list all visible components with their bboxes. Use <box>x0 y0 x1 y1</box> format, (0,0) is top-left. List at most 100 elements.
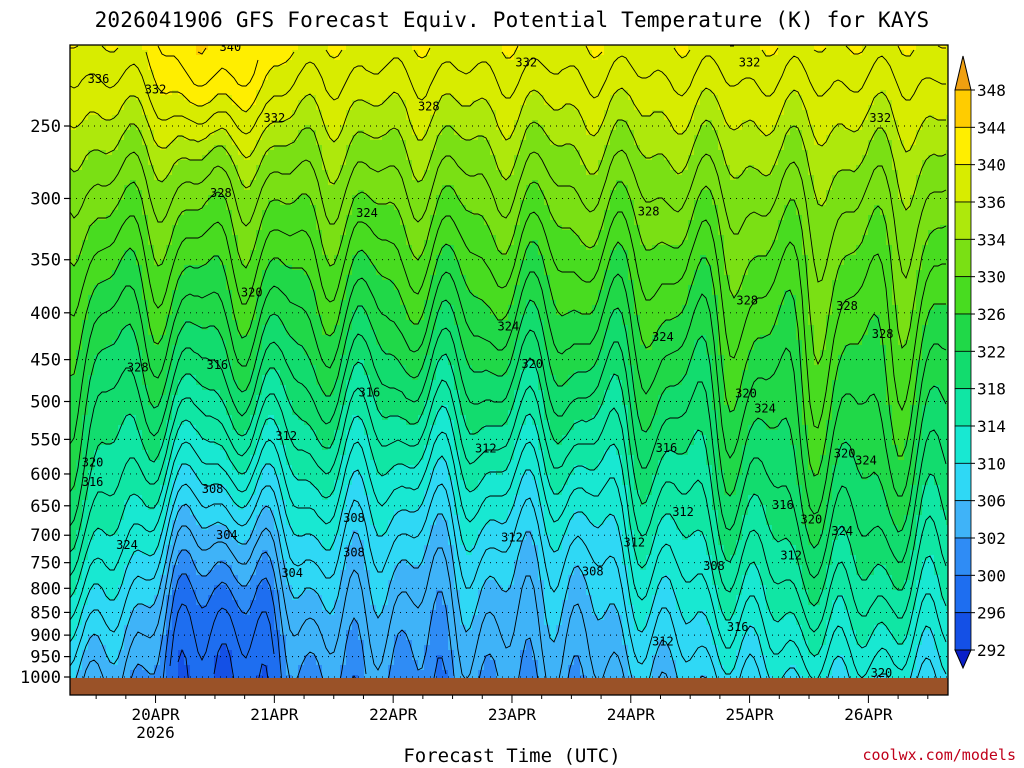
y-tick-label: 600 <box>30 465 61 485</box>
contour-label: 308 <box>703 559 725 573</box>
colorbar-box <box>954 126 972 166</box>
y-tick-label: 550 <box>30 430 61 450</box>
y-tick-label: 1000 <box>20 668 61 688</box>
y-tick-label: 800 <box>30 579 61 599</box>
colorbar-label: 310 <box>977 454 1006 473</box>
chart-title: 2026041906 GFS Forecast Equiv. Potential… <box>94 8 930 32</box>
contour-label: 332 <box>145 82 167 96</box>
colorbar-box <box>954 612 972 651</box>
colorbar-label: 340 <box>977 156 1006 175</box>
colorbar-label: 292 <box>977 641 1006 660</box>
contour-label: 320 <box>82 456 104 470</box>
colorbar-box <box>954 201 972 240</box>
contour-label: 312 <box>672 505 694 519</box>
contour-label: 304 <box>281 566 303 580</box>
contour-label: 320 <box>871 666 893 680</box>
contour-line-342 <box>157 45 259 87</box>
x-tick-sublabel: 2026 <box>136 723 175 742</box>
colorbar-box <box>954 388 972 427</box>
contour-label: 312 <box>475 442 497 456</box>
contour-label: 328 <box>418 99 440 113</box>
y-axis: 250 300 350 400 450 500 550 600 650 700 750 800 850 9… <box>20 117 70 688</box>
contour-label: 312 <box>275 429 297 443</box>
colorbar-label: 326 <box>977 305 1006 324</box>
colorbar-label: 344 <box>977 118 1006 137</box>
contour-line-304 <box>81 525 671 695</box>
x-tick-label: 20APR <box>131 705 180 724</box>
contour-line-318 <box>70 353 947 607</box>
contour-label: 316 <box>727 620 749 634</box>
contour-label: 324 <box>356 206 378 220</box>
contour-label: 316 <box>206 358 228 372</box>
colorbar-label: 334 <box>977 230 1006 249</box>
contour-label: 328 <box>836 299 858 313</box>
y-tick-label: 950 <box>30 648 61 668</box>
contour-label: 324 <box>652 330 674 344</box>
colorbar: 348 344 340 336 334 330 326 322 318 314 310 306 302 3… <box>954 55 1006 670</box>
colorbar-box <box>954 537 972 576</box>
contour-line-322 <box>70 299 947 549</box>
colorbar-box <box>954 164 972 203</box>
contour-label: 312 <box>780 549 802 563</box>
contour-line-314 <box>70 405 947 657</box>
contour-label: 328 <box>736 294 758 308</box>
contour-field <box>70 45 948 695</box>
contour-label: 332 <box>264 111 286 125</box>
contour-label: 332 <box>515 55 537 69</box>
contour-label: 320 <box>241 285 263 299</box>
contour-line-306 <box>70 503 931 695</box>
contour-label: 328 <box>210 186 232 200</box>
contour-line-338 <box>70 55 946 135</box>
colorbar-label: 302 <box>977 529 1006 548</box>
contour-label: 320 <box>735 386 757 400</box>
contour-label: 324 <box>116 538 138 552</box>
colorbar-label: 296 <box>977 604 1006 623</box>
contour-labels: 340 336 332 332 332 332 332 328 328 328 328 328 328 3… <box>82 40 894 680</box>
y-tick-label: 900 <box>30 626 61 646</box>
colorbar-label: 318 <box>977 380 1006 399</box>
colorbar-label: 348 <box>977 81 1006 100</box>
contour-line-328 <box>70 211 946 429</box>
contour-line-310 <box>70 455 947 695</box>
x-tick-label: 22APR <box>369 705 418 724</box>
source-credit: coolwx.com/models <box>862 746 1016 764</box>
contour-label: 340 <box>220 40 242 54</box>
x-tick-label: 23APR <box>488 705 537 724</box>
contour-label: 308 <box>582 565 604 579</box>
contour-label: 324 <box>855 453 877 467</box>
contour-label: 312 <box>652 634 674 648</box>
colorbar-label: 306 <box>977 492 1006 511</box>
y-tick-label: 850 <box>30 603 61 623</box>
contour-line-324 <box>70 271 947 515</box>
y-tick-label: 250 <box>30 117 61 137</box>
x-tick-label: 21APR <box>250 705 299 724</box>
gridlines <box>70 125 948 678</box>
contour-line-320 <box>70 327 947 579</box>
y-tick-label: 300 <box>30 189 61 209</box>
contour-label: 308 <box>343 511 365 525</box>
colorbar-label: 336 <box>977 193 1006 212</box>
contour-line-330 <box>70 181 947 366</box>
plot-frame <box>69 44 949 696</box>
ground-strip <box>70 678 948 695</box>
colorbar-label: 314 <box>977 417 1006 436</box>
contour-label: 308 <box>343 545 365 559</box>
contour-label: 328 <box>638 204 660 218</box>
contour-label: 316 <box>359 386 381 400</box>
colorbar-label: 330 <box>977 268 1006 287</box>
y-tick-label: 500 <box>30 393 61 413</box>
colorbar-box <box>954 89 972 128</box>
contour-label: 320 <box>521 357 543 371</box>
colorbar-label: 322 <box>977 342 1006 361</box>
y-tick-label: 400 <box>30 304 61 324</box>
contour-line-316 <box>70 379 947 633</box>
contour-label: 324 <box>498 319 520 333</box>
contour-label: 316 <box>656 441 678 455</box>
x-tick-label: 25APR <box>726 705 775 724</box>
contour-lines <box>70 45 947 695</box>
contour-label: 320 <box>834 447 856 461</box>
contour-line-340 <box>70 45 946 113</box>
y-tick-label: 450 <box>30 351 61 371</box>
